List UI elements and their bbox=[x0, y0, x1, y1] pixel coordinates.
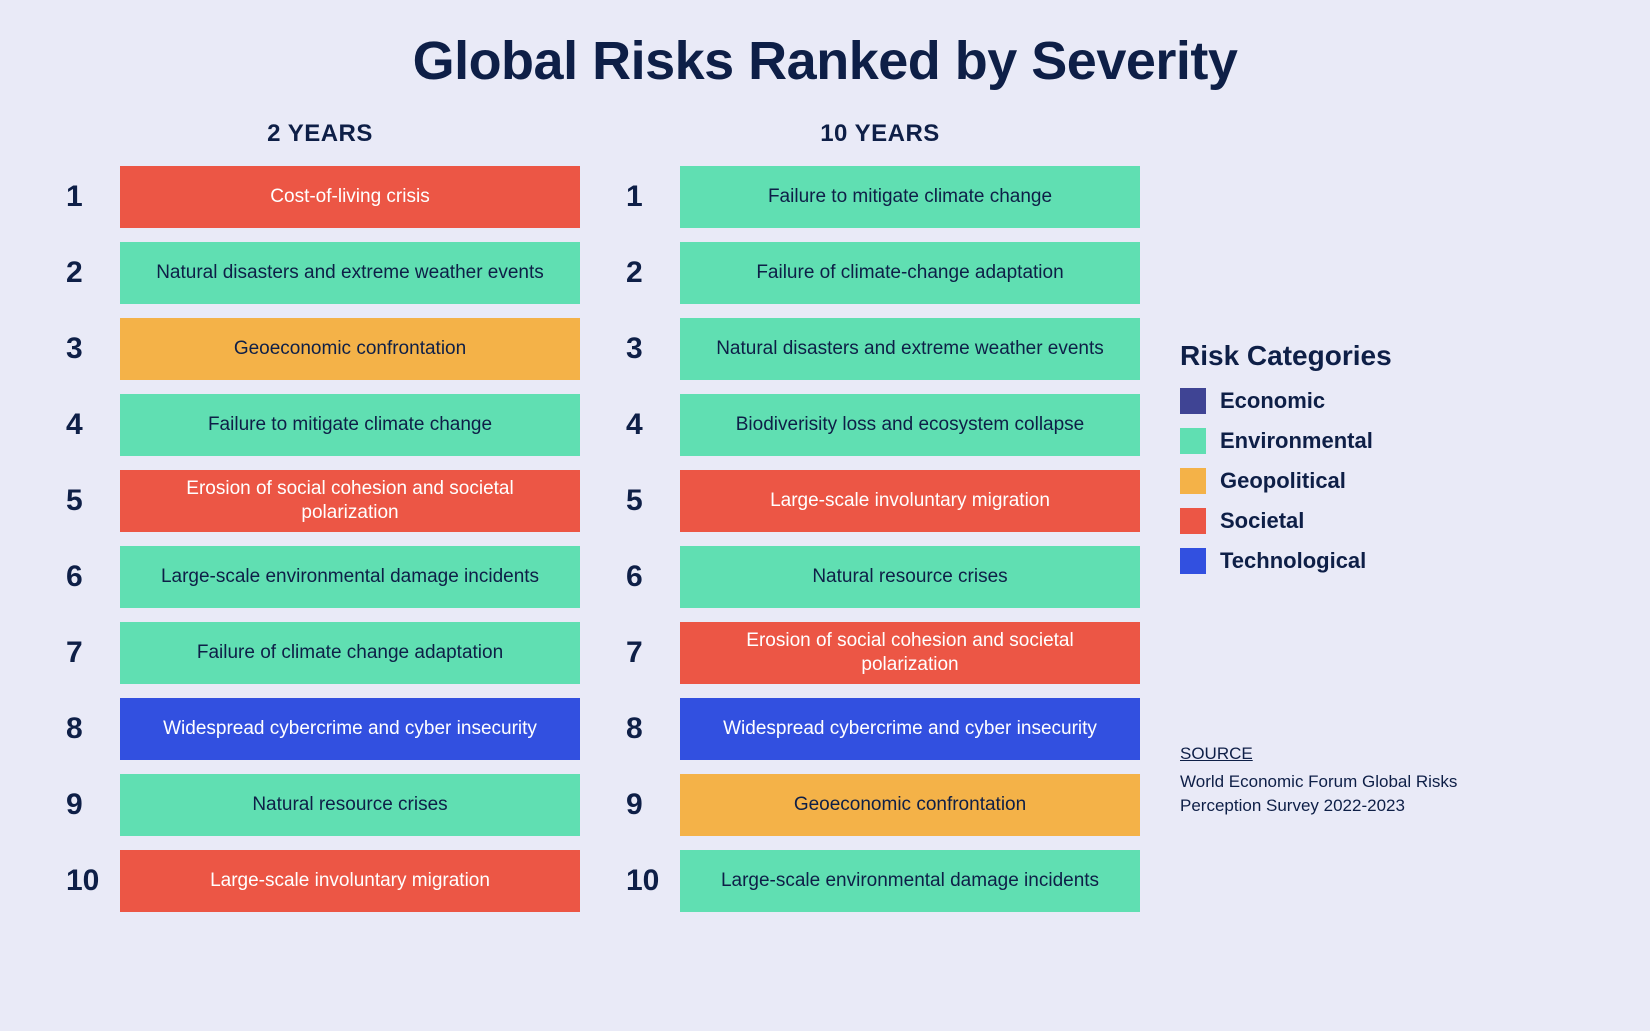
risk-bar: Natural resource crises bbox=[120, 774, 580, 836]
risk-row: 2 Failure of climate-change adaptation bbox=[620, 242, 1140, 304]
risk-row: 2 Natural disasters and extreme weather … bbox=[60, 242, 580, 304]
rank-number: 6 bbox=[620, 560, 680, 594]
legend-item-societal: Societal bbox=[1180, 508, 1540, 534]
column-2-years: 2 YEARS 1 Cost-of-living crisis 2 Natura… bbox=[60, 120, 580, 926]
legend-label: Economic bbox=[1220, 388, 1325, 414]
source-block: SOURCE World Economic Forum Global Risks… bbox=[1180, 744, 1540, 818]
risk-bar: Large-scale involuntary migration bbox=[680, 470, 1140, 532]
legend-item-environmental: Environmental bbox=[1180, 428, 1540, 454]
risk-row: 1 Cost-of-living crisis bbox=[60, 166, 580, 228]
risk-row: 3 Geoeconomic confrontation bbox=[60, 318, 580, 380]
legend-label: Technological bbox=[1220, 548, 1366, 574]
right-panel: Risk Categories Economic Environmental G… bbox=[1180, 120, 1540, 818]
risk-row: 9 Geoeconomic confrontation bbox=[620, 774, 1140, 836]
risk-bar: Large-scale environmental damage inciden… bbox=[120, 546, 580, 608]
risk-row: 10 Large-scale involuntary migration bbox=[60, 850, 580, 912]
risk-bar: Failure to mitigate climate change bbox=[120, 394, 580, 456]
main-row: 2 YEARS 1 Cost-of-living crisis 2 Natura… bbox=[60, 120, 1590, 926]
risk-row: 9 Natural resource crises bbox=[60, 774, 580, 836]
rank-number: 3 bbox=[60, 332, 120, 366]
risk-row: 4 Failure to mitigate climate change bbox=[60, 394, 580, 456]
swatch-icon bbox=[1180, 388, 1206, 414]
rank-number: 1 bbox=[620, 180, 680, 214]
rank-number: 7 bbox=[620, 636, 680, 670]
risk-bar: Failure of climate-change adaptation bbox=[680, 242, 1140, 304]
rank-number: 2 bbox=[620, 256, 680, 290]
legend-item-economic: Economic bbox=[1180, 388, 1540, 414]
risk-row: 6 Large-scale environmental damage incid… bbox=[60, 546, 580, 608]
risk-bar: Failure of climate change adaptation bbox=[120, 622, 580, 684]
risk-row: 7 Failure of climate change adaptation bbox=[60, 622, 580, 684]
risk-row: 6 Natural resource crises bbox=[620, 546, 1140, 608]
rank-number: 10 bbox=[60, 864, 120, 898]
rank-number: 4 bbox=[620, 408, 680, 442]
risk-row: 4 Biodiverisity loss and ecosystem colla… bbox=[620, 394, 1140, 456]
risk-row: 3 Natural disasters and extreme weather … bbox=[620, 318, 1140, 380]
risk-row: 8 Widespread cybercrime and cyber insecu… bbox=[620, 698, 1140, 760]
rank-number: 3 bbox=[620, 332, 680, 366]
legend-label: Geopolitical bbox=[1220, 468, 1346, 494]
risk-bar: Erosion of social cohesion and societal … bbox=[120, 470, 580, 532]
legend-title: Risk Categories bbox=[1180, 340, 1540, 372]
risk-bar: Erosion of social cohesion and societal … bbox=[680, 622, 1140, 684]
rank-number: 5 bbox=[60, 484, 120, 518]
legend-label: Environmental bbox=[1220, 428, 1373, 454]
swatch-icon bbox=[1180, 428, 1206, 454]
risk-bar: Geoeconomic confrontation bbox=[120, 318, 580, 380]
risk-bar: Widespread cybercrime and cyber insecuri… bbox=[680, 698, 1140, 760]
rank-number: 4 bbox=[60, 408, 120, 442]
infographic-container: Global Risks Ranked by Severity 2 YEARS … bbox=[0, 0, 1650, 926]
risk-bar: Geoeconomic confrontation bbox=[680, 774, 1140, 836]
risk-row: 10 Large-scale environmental damage inci… bbox=[620, 850, 1140, 912]
risk-bar: Large-scale involuntary migration bbox=[120, 850, 580, 912]
source-text: World Economic Forum Global Risks Percep… bbox=[1180, 770, 1500, 818]
risk-row: 5 Erosion of social cohesion and societa… bbox=[60, 470, 580, 532]
rank-number: 2 bbox=[60, 256, 120, 290]
risk-row: 5 Large-scale involuntary migration bbox=[620, 470, 1140, 532]
rank-number: 9 bbox=[620, 788, 680, 822]
rank-number: 8 bbox=[620, 712, 680, 746]
rank-number: 6 bbox=[60, 560, 120, 594]
rank-number: 5 bbox=[620, 484, 680, 518]
legend-item-geopolitical: Geopolitical bbox=[1180, 468, 1540, 494]
column-header: 10 YEARS bbox=[620, 120, 1140, 148]
risk-row: 8 Widespread cybercrime and cyber insecu… bbox=[60, 698, 580, 760]
swatch-icon bbox=[1180, 468, 1206, 494]
source-heading: SOURCE bbox=[1180, 744, 1540, 764]
risk-bar: Biodiverisity loss and ecosystem collaps… bbox=[680, 394, 1140, 456]
column-10-years: 10 YEARS 1 Failure to mitigate climate c… bbox=[620, 120, 1140, 926]
column-header: 2 YEARS bbox=[60, 120, 580, 148]
rank-number: 10 bbox=[620, 864, 680, 898]
rank-number: 7 bbox=[60, 636, 120, 670]
risk-bar: Natural disasters and extreme weather ev… bbox=[680, 318, 1140, 380]
swatch-icon bbox=[1180, 508, 1206, 534]
rank-number: 1 bbox=[60, 180, 120, 214]
risk-bar: Natural disasters and extreme weather ev… bbox=[120, 242, 580, 304]
risk-bar: Cost-of-living crisis bbox=[120, 166, 580, 228]
swatch-icon bbox=[1180, 548, 1206, 574]
page-title: Global Risks Ranked by Severity bbox=[60, 30, 1590, 92]
risk-bar: Failure to mitigate climate change bbox=[680, 166, 1140, 228]
legend-item-technological: Technological bbox=[1180, 548, 1540, 574]
risk-row: 7 Erosion of social cohesion and societa… bbox=[620, 622, 1140, 684]
legend-label: Societal bbox=[1220, 508, 1304, 534]
risk-row: 1 Failure to mitigate climate change bbox=[620, 166, 1140, 228]
risk-bar: Large-scale environmental damage inciden… bbox=[680, 850, 1140, 912]
risk-bar: Natural resource crises bbox=[680, 546, 1140, 608]
risk-bar: Widespread cybercrime and cyber insecuri… bbox=[120, 698, 580, 760]
rank-number: 8 bbox=[60, 712, 120, 746]
rank-number: 9 bbox=[60, 788, 120, 822]
